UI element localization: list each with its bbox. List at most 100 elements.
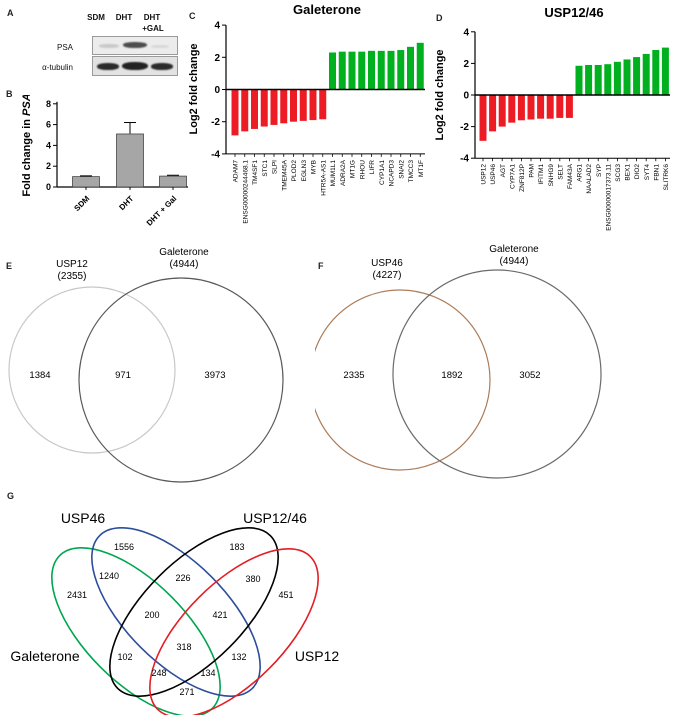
svg-text:3973: 3973	[204, 370, 225, 381]
tubulin-band-lane2	[122, 62, 148, 70]
svg-text:0: 0	[214, 85, 220, 96]
svg-text:NCAPD3: NCAPD3	[389, 160, 396, 187]
svg-text:183: 183	[229, 542, 244, 552]
svg-text:USP12: USP12	[481, 164, 488, 185]
svg-text:MYB: MYB	[311, 160, 318, 174]
svg-text:SELT: SELT	[557, 164, 564, 180]
svg-text:248: 248	[151, 668, 166, 678]
svg-text:Log2 fold change: Log2 fold change	[434, 49, 446, 140]
lane-label-dht-gal: DHT	[143, 13, 161, 22]
svg-text:USP46: USP46	[61, 510, 106, 526]
svg-text:USP46: USP46	[490, 164, 497, 185]
svg-text:AGT: AGT	[500, 164, 507, 177]
svg-text:SNAI2: SNAI2	[398, 160, 405, 179]
svg-text:ADRA2A: ADRA2A	[340, 159, 347, 186]
svg-text:-2: -2	[211, 117, 220, 128]
svg-text:SYP: SYP	[596, 164, 603, 177]
svg-text:1892: 1892	[441, 370, 462, 381]
svg-text:1556: 1556	[114, 542, 134, 552]
lane-label-sdm: SDM	[87, 13, 105, 22]
svg-text:RHOU: RHOU	[359, 160, 366, 179]
svg-text:1240: 1240	[99, 571, 119, 581]
svg-text:226: 226	[175, 573, 190, 583]
svg-text:1384: 1384	[29, 370, 50, 381]
svg-text:451: 451	[278, 590, 293, 600]
lane-label-dht: DHT	[115, 13, 133, 22]
panel-label-d: D	[436, 13, 443, 23]
svg-text:PLOD2: PLOD2	[291, 160, 298, 182]
svg-text:BEX1: BEX1	[625, 164, 632, 181]
svg-text:2335: 2335	[343, 370, 364, 381]
svg-text:8: 8	[46, 99, 51, 109]
panel-label-a: A	[7, 8, 14, 18]
svg-text:LIFR: LIFR	[369, 160, 376, 174]
svg-text:DHT: DHT	[117, 194, 135, 212]
panel-label-f: F	[318, 261, 324, 271]
svg-text:(4227): (4227)	[373, 270, 402, 281]
svg-text:IFITM1: IFITM1	[538, 164, 545, 185]
svg-text:USP12: USP12	[56, 259, 88, 270]
svg-text:USP12/46: USP12/46	[544, 5, 603, 20]
psa-band-lane2	[123, 42, 147, 48]
svg-text:USP12: USP12	[295, 648, 340, 664]
svg-text:ARG1: ARG1	[577, 164, 584, 182]
svg-text:Galeterone: Galeterone	[10, 648, 79, 664]
venn-usp46-vs-galeterone: 2335 1892 3052 USP46 (4227) Galeterone (4944)	[309, 240, 675, 488]
tubulin-band-lane3	[151, 63, 173, 70]
svg-text:(2355): (2355)	[58, 271, 87, 282]
lane-sublabel-gal: +GAL	[142, 24, 164, 33]
svg-text:MT1F: MT1F	[418, 160, 425, 177]
svg-text:(4944): (4944)	[500, 256, 529, 267]
svg-text:2: 2	[463, 59, 469, 70]
svg-text:4: 4	[46, 140, 51, 150]
svg-text:Log2 fold change: Log2 fold change	[188, 43, 200, 134]
svg-text:971: 971	[115, 370, 131, 381]
svg-text:USP12/46: USP12/46	[243, 510, 307, 526]
psa-band-lane1	[99, 44, 119, 48]
svg-text:4: 4	[463, 27, 469, 38]
usp12-46-waterfall-chart: USP12/46 Log2 fold change -4 -2 0 2 4 USP12 USP4…	[430, 0, 675, 238]
svg-text:SNHG9: SNHG9	[548, 164, 555, 187]
svg-text:132: 132	[231, 652, 246, 662]
svg-text:3052: 3052	[519, 370, 540, 381]
svg-text:-2: -2	[460, 122, 469, 133]
svg-text:6: 6	[46, 120, 51, 130]
svg-text:TMEM45A: TMEM45A	[281, 159, 288, 190]
venn-four-way: 1556 183 1240 226 380 2431 200 421 451 102 318 132 2…	[0, 468, 350, 718]
panel-a-western-blot: SDM DHT DHT +GAL PSA α-tubulin	[40, 5, 185, 85]
svg-text:SCG3: SCG3	[615, 164, 622, 182]
svg-text:SYT4: SYT4	[644, 164, 651, 181]
svg-text:TMCC3: TMCC3	[408, 160, 415, 183]
svg-text:380: 380	[245, 574, 260, 584]
svg-text:421: 421	[212, 610, 227, 620]
svg-text:EGLN3: EGLN3	[301, 160, 308, 182]
svg-text:MT1G: MT1G	[350, 160, 357, 178]
svg-text:(4944): (4944)	[170, 259, 199, 270]
svg-text:2: 2	[214, 53, 220, 64]
blot-row-label-psa: PSA	[56, 43, 73, 52]
svg-text:102: 102	[117, 652, 132, 662]
tubulin-band-lane1	[97, 63, 119, 70]
svg-text:ZNF812P: ZNF812P	[519, 164, 526, 192]
svg-text:Galeterone: Galeterone	[159, 247, 209, 258]
svg-text:4: 4	[214, 21, 220, 32]
svg-text:2: 2	[46, 161, 51, 171]
venn-usp12-vs-galeterone: 1384 971 3973 USP12 (2355) Galeterone (4944)	[0, 240, 330, 488]
svg-text:SLITRK6: SLITRK6	[663, 164, 670, 191]
svg-text:DIO2: DIO2	[634, 164, 641, 180]
svg-text:2431: 2431	[67, 590, 87, 600]
svg-text:SLPI: SLPI	[272, 160, 279, 174]
svg-text:0: 0	[463, 91, 469, 102]
svg-text:FBN1: FBN1	[653, 164, 660, 181]
svg-text:NAALAD2: NAALAD2	[586, 164, 593, 194]
svg-text:STC1: STC1	[262, 160, 269, 177]
psa-blot-image	[92, 36, 178, 55]
svg-text:134: 134	[200, 668, 215, 678]
svg-text:ADAM7: ADAM7	[233, 160, 240, 183]
svg-text:MUM1L1: MUM1L1	[330, 160, 337, 187]
galeterone-waterfall-chart: Galeterone Log2 fold change -4 -2 0 2 4 ADAM7 EN…	[185, 0, 435, 238]
psa-band-lane3	[151, 45, 169, 48]
panel-label-b: B	[6, 89, 13, 99]
svg-text:Galeterone: Galeterone	[489, 244, 539, 255]
svg-text:-4: -4	[211, 149, 220, 160]
